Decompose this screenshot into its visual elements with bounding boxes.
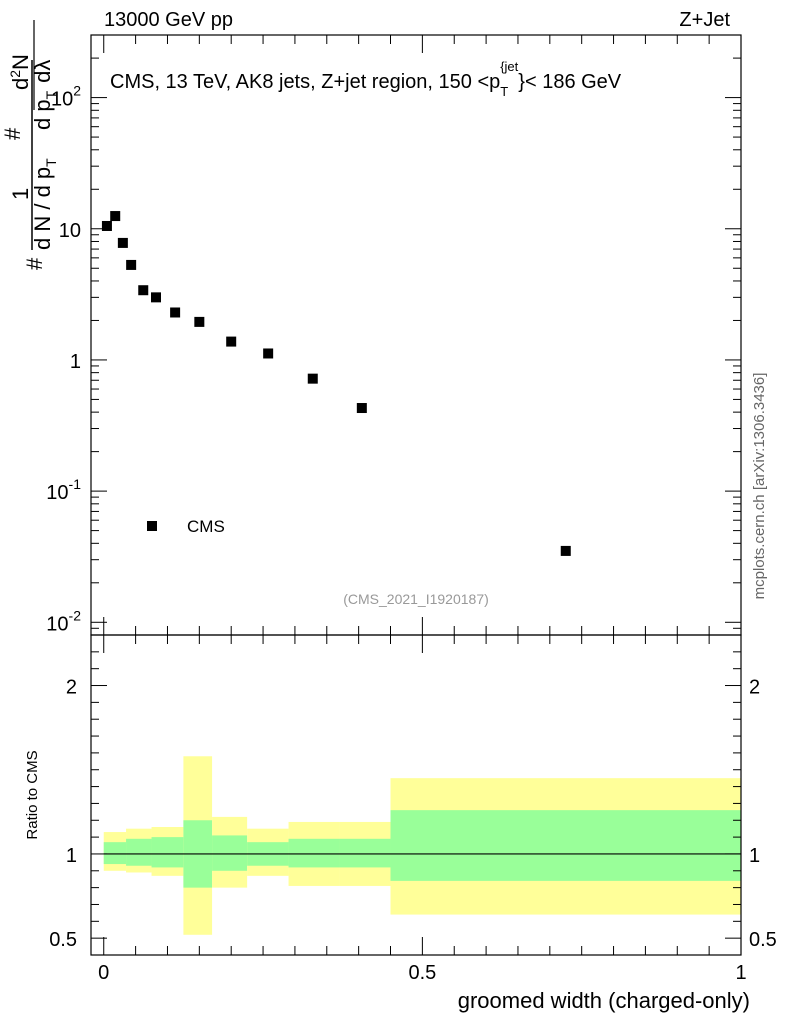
ratio-band-inner [151, 837, 184, 868]
ratio-band-inner [288, 838, 340, 868]
ratio-y-tick-label: 1 [66, 845, 77, 867]
x-tick-label: 0.5 [408, 962, 436, 984]
data-point [117, 237, 128, 248]
plot-title: CMS, 13 TeV, AK8 jets, Z+jet region, 150… [110, 59, 622, 99]
ratio-y-tick-label: 0.5 [49, 929, 77, 951]
side-label: mcplots.cern.ch [arXiv:1306.3436] [751, 373, 768, 600]
x-axis-label: groomed width (charged-only) [458, 988, 750, 1013]
data-point [138, 285, 149, 296]
x-tick-labels: 0 0.5 1 [98, 962, 746, 984]
ratio-axis-ticks [91, 634, 742, 956]
ratio-band-inner [390, 810, 741, 881]
ratio-band-inner [212, 835, 248, 871]
data-point [226, 336, 237, 347]
svg-text:d N / d pT: d N / d pT [30, 158, 59, 250]
ylabel-d2n-tail: N [8, 54, 33, 70]
ratio-y-tick-label: 2 [66, 677, 77, 699]
svg-text:1: 1 [8, 188, 33, 200]
ratio-y-tick-label-right: 0.5 [749, 929, 777, 951]
ratio-frame [90, 634, 742, 956]
ratio-y-axis-label: Ratio to CMS [24, 750, 41, 839]
main-y-tick-label: 10-2 [46, 607, 81, 635]
header-right: Z+Jet [679, 9, 730, 31]
data-point [126, 259, 137, 270]
tick-exponent: -1 [69, 476, 82, 492]
ylabel-hash-left: # [22, 257, 47, 270]
tick-base: 10 [59, 220, 81, 242]
main-y-axis-label: # 1 d N / d pT # d2N d pTdλ [0, 20, 59, 270]
main-axis-ticks [91, 34, 742, 636]
ratio-y-tick-labels: 0.5 0.5 1 1 2 2 [49, 677, 777, 952]
ylabel-dn-sub: T [43, 158, 59, 167]
svg-text:#: # [0, 127, 25, 140]
ratio-band-inner [339, 838, 391, 868]
ratio-bands [103, 756, 741, 935]
title-suffix: }< 186 GeV [518, 71, 622, 93]
tick-exponent: 2 [73, 83, 81, 99]
ratio-band-inner [126, 838, 152, 866]
ylabel-d2n: d [8, 78, 33, 90]
data-point [170, 307, 181, 318]
ylabel-one: 1 [8, 188, 33, 200]
data-point [560, 545, 571, 556]
ylabel-dn: d N / d p [30, 167, 55, 250]
data-point [101, 220, 112, 231]
x-tick-label: 0 [98, 962, 109, 984]
svg-text:#: # [22, 257, 47, 270]
tick-base: 10 [51, 89, 73, 111]
ylabel-dpt-sub: T [43, 90, 59, 99]
svg-text:d2N: d2N [7, 54, 33, 90]
header-left: 13000 GeV pp [104, 9, 233, 31]
ratio-y-tick-label-right: 1 [749, 845, 760, 867]
title-prefix: CMS, 13 TeV, AK8 jets, Z+jet region, 150… [110, 71, 500, 93]
ylabel-dl: dλ [30, 60, 55, 83]
data-point [263, 348, 274, 359]
main-y-tick-label: 102 [51, 83, 81, 111]
tick-exponent: -2 [69, 607, 82, 623]
ratio-band-inner [103, 842, 127, 865]
ratio-panel: 0.5 0.51 12 2 0 0.5 1 Ratio to CMS groomed wi… [24, 634, 777, 1013]
title-sub: T [500, 84, 508, 99]
data-point [151, 292, 161, 303]
tick-base: 1 [70, 351, 81, 373]
x-tick-label: 1 [735, 962, 746, 984]
data-point [194, 316, 205, 327]
title-sup: {jet [500, 59, 518, 74]
analysis-id: (CMS_2021_I1920187) [343, 591, 489, 607]
tick-base: 10 [46, 613, 68, 635]
svg-text:d pTdλ: d pTdλ [30, 60, 59, 130]
ylabel-dpt: d p [30, 99, 55, 130]
tick-base: 10 [46, 482, 68, 504]
ylabel-hash-mid: # [0, 127, 25, 140]
data-point [110, 211, 121, 222]
ylabel-d2n-sup: 2 [7, 70, 23, 78]
legend-label: CMS [187, 517, 225, 536]
data-points [101, 211, 571, 556]
legend-marker [147, 521, 157, 531]
main-y-tick-label: 10-1 [46, 476, 81, 504]
ratio-y-tick-label-right: 2 [749, 677, 760, 699]
main-y-tick-label: 10 [59, 220, 81, 242]
data-point [307, 373, 318, 384]
main-y-tick-label: 1 [70, 351, 81, 373]
main-frame [90, 34, 742, 636]
data-point [356, 403, 367, 414]
